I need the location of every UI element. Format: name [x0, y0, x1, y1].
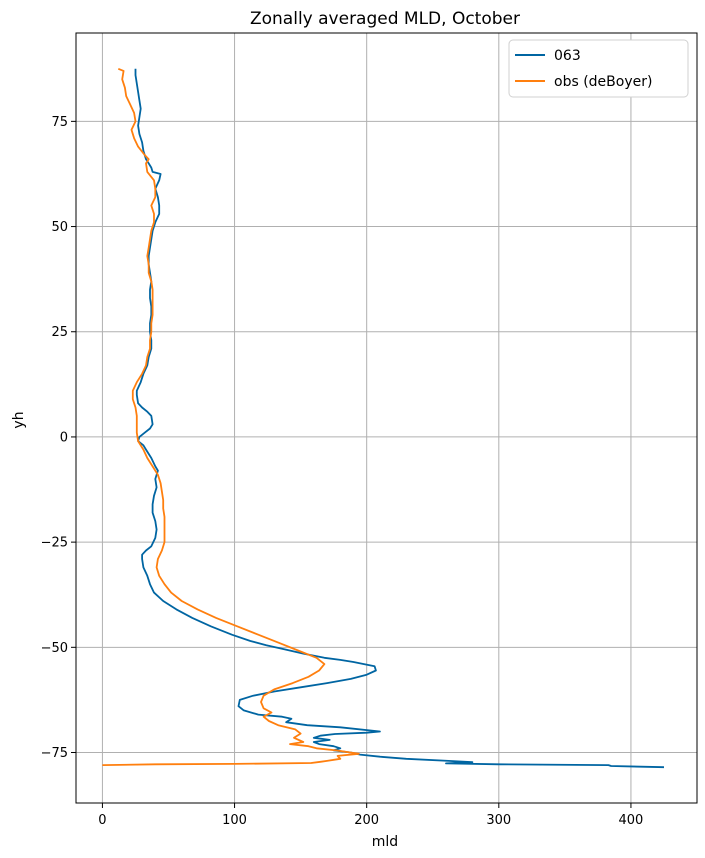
series-layer [102, 67, 665, 769]
y-tick-label: −75 [41, 746, 68, 761]
grid-layer [76, 33, 697, 803]
legend-box [508, 39, 689, 98]
x-tick-label: 300 [486, 813, 511, 828]
y-tick-label: 75 [51, 115, 68, 130]
x-tick-label: 400 [619, 813, 644, 828]
series-line-063 [134, 68, 665, 769]
y-tick-label: 25 [51, 325, 68, 340]
y-tick-label: 0 [60, 430, 68, 445]
plot-frame [75, 32, 698, 804]
y-tick-label: −50 [41, 641, 68, 656]
legend-label-obs: obs (deBoyer) [554, 74, 652, 90]
x-tick-label: 0 [98, 813, 106, 828]
y-axis: 75 50 25 0 −25 −50 −75 [41, 115, 76, 761]
y-tick-label: −25 [41, 536, 68, 551]
series-line-obs [102, 67, 360, 766]
x-axis-label: mld [372, 834, 398, 850]
x-tick-label: 200 [354, 813, 379, 828]
x-tick-label: 100 [222, 813, 247, 828]
y-tick-label: 50 [51, 220, 68, 235]
legend-label-063: 063 [554, 48, 581, 64]
y-axis-label: yh [11, 411, 27, 428]
x-axis: 0 100 200 300 400 [98, 803, 643, 828]
chart-title: Zonally averaged MLD, October [250, 9, 520, 29]
legend: 063 obs (deBoyer) [508, 39, 689, 98]
